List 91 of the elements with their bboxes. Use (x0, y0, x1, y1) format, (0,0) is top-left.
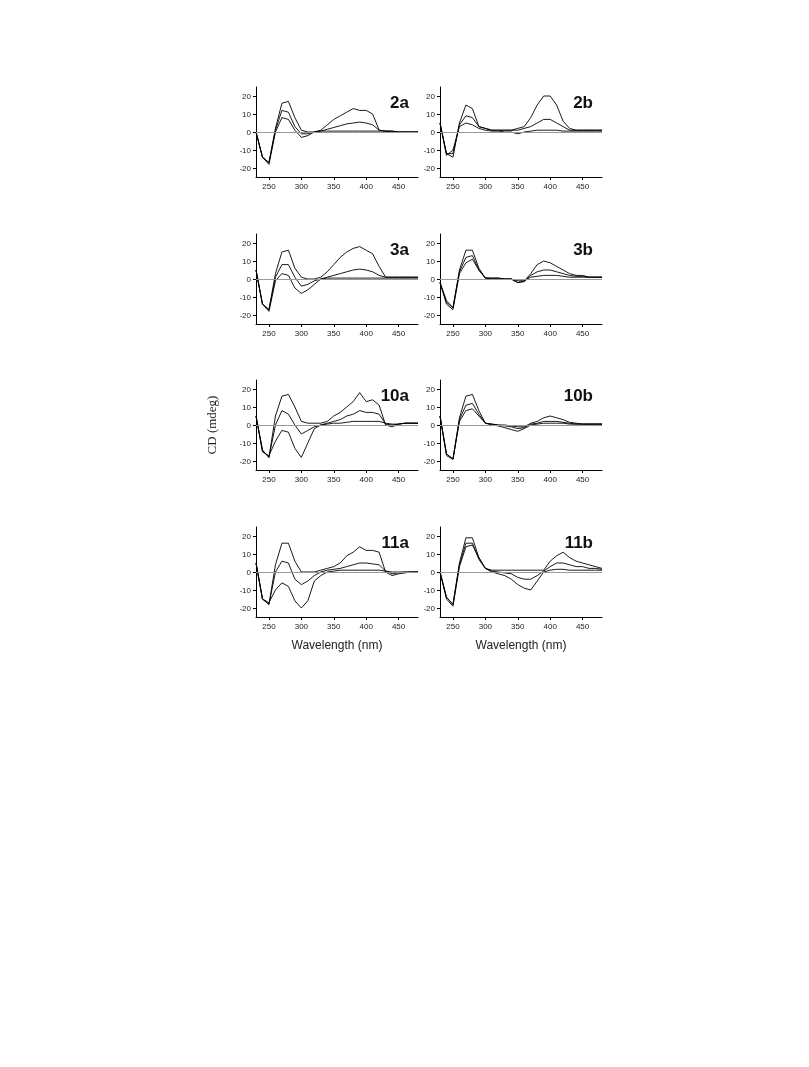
x-tick-label: 300 (294, 474, 309, 484)
y-tick-label: -10 (239, 585, 252, 594)
chart-title: 2b (573, 93, 593, 112)
x-tick-label: 400 (543, 328, 558, 337)
y-tick-label: 10 (242, 109, 252, 119)
x-tick-label: 250 (262, 474, 277, 484)
y-tick-label: 0 (430, 567, 436, 576)
y-tick-label: 0 (246, 567, 252, 576)
y-tick-label: -20 (423, 310, 436, 319)
y-tick-label: 0 (246, 274, 252, 283)
y-tick-label: 20 (242, 531, 252, 540)
y-tick-label: 20 (242, 384, 252, 394)
x-tick-label: 400 (359, 181, 374, 191)
y-tick-label: 0 (430, 420, 436, 430)
y-tick-label: -10 (423, 585, 436, 594)
y-tick-label: 20 (242, 91, 252, 101)
y-tick-label: 0 (246, 420, 252, 430)
y-tick-label: 10 (426, 402, 436, 412)
y-tick-label: 10 (426, 109, 436, 119)
x-tick-label: 300 (478, 621, 493, 630)
y-tick-label: -20 (239, 310, 252, 319)
x-tick-label: 450 (575, 474, 590, 484)
y-tick-label: -10 (423, 438, 436, 448)
y-tick-label: 10 (426, 256, 436, 265)
chart-title: 10a (380, 386, 410, 405)
x-tick-label: 350 (511, 181, 525, 191)
chart-title: 10b (563, 386, 593, 405)
chart-title: 3b (573, 239, 593, 259)
y-axis-title: CD (mdeg) (204, 395, 219, 455)
x-tick-label: 250 (262, 328, 277, 337)
x-tick-label: 400 (359, 621, 374, 630)
x-tick-label: 350 (327, 181, 341, 191)
x-tick-label: 350 (327, 474, 341, 484)
x-tick-label: 350 (511, 474, 525, 484)
y-tick-label: 0 (430, 274, 436, 283)
y-tick-label: 10 (242, 256, 252, 265)
x-axis-title: Wavelength (nm) (291, 637, 383, 652)
y-tick-label: -10 (423, 145, 436, 155)
x-tick-label: 250 (262, 181, 277, 191)
y-tick-label: 10 (426, 549, 436, 558)
x-tick-label: 450 (391, 181, 406, 191)
x-tick-label: 450 (391, 621, 406, 630)
x-tick-label: 300 (478, 328, 493, 337)
y-tick-label: 0 (430, 127, 436, 137)
chart-title: 2a (390, 93, 410, 112)
y-tick-label: 10 (242, 402, 252, 412)
x-tick-label: 450 (575, 621, 590, 630)
chart-title: 11a (381, 532, 410, 552)
y-tick-label: -20 (423, 456, 436, 466)
x-tick-label: 400 (359, 474, 374, 484)
y-tick-label: -20 (239, 456, 252, 466)
x-tick-label: 400 (543, 181, 558, 191)
x-tick-label: 250 (446, 474, 461, 484)
x-tick-label: 250 (446, 181, 461, 191)
y-tick-label: -20 (239, 603, 252, 612)
y-tick-label: 0 (246, 127, 252, 137)
x-tick-label: 450 (575, 328, 590, 337)
y-tick-label: -20 (239, 163, 252, 173)
x-tick-label: 250 (446, 621, 461, 630)
y-tick-label: -20 (423, 603, 436, 612)
y-tick-label: -10 (239, 438, 252, 448)
y-tick-label: 10 (242, 549, 252, 558)
x-tick-label: 400 (543, 621, 558, 630)
chart-title: 11b (564, 532, 593, 552)
y-tick-label: -20 (423, 163, 436, 173)
x-tick-label: 450 (575, 181, 590, 191)
y-tick-label: -10 (423, 292, 436, 301)
y-tick-label: 20 (426, 531, 436, 540)
x-tick-label: 300 (294, 621, 309, 630)
x-tick-label: 250 (446, 328, 461, 337)
x-tick-label: 300 (294, 181, 309, 191)
x-tick-label: 450 (391, 328, 406, 337)
x-tick-label: 400 (543, 474, 558, 484)
x-tick-label: 300 (478, 181, 493, 191)
x-tick-label: 250 (262, 621, 277, 630)
x-tick-label: 450 (391, 474, 406, 484)
x-tick-label: 300 (478, 474, 493, 484)
x-axis-title: Wavelength (nm) (475, 637, 567, 652)
y-tick-label: 20 (242, 238, 252, 247)
x-tick-label: 350 (511, 621, 525, 630)
x-tick-label: 350 (511, 328, 525, 337)
y-tick-label: 20 (426, 238, 436, 247)
x-tick-label: 400 (359, 328, 374, 337)
chart-title: 3a (390, 239, 410, 259)
y-tick-label: -10 (239, 145, 252, 155)
x-tick-label: 350 (327, 621, 341, 630)
y-tick-label: -10 (239, 292, 252, 301)
x-tick-label: 350 (327, 328, 341, 337)
x-tick-label: 300 (294, 328, 309, 337)
y-tick-label: 20 (426, 91, 436, 101)
y-tick-label: 20 (426, 384, 436, 394)
